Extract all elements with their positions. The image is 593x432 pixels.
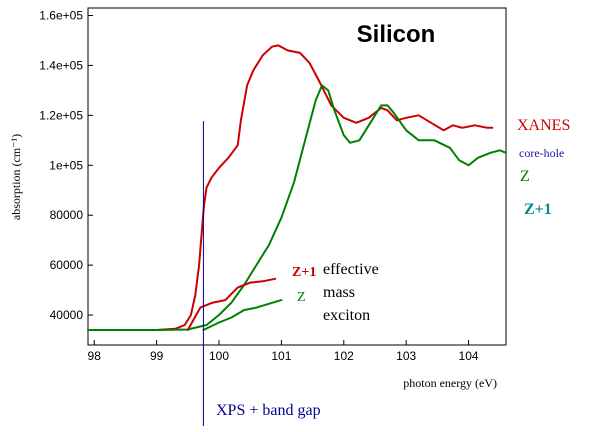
- x-tick-label: 101: [271, 349, 291, 363]
- y-tick-label: 1.2e+05: [39, 108, 83, 122]
- x-axis-ticks: 98 99 100 101 102 103 104: [88, 340, 479, 363]
- series-line-z: [203, 300, 281, 330]
- series-line-z-1: [188, 279, 275, 330]
- x-tick-label: 100: [209, 349, 229, 363]
- y-axis-label: absorption (cm⁻¹): [9, 134, 23, 220]
- chart-title: Silicon: [357, 21, 436, 48]
- y-tick-label: 1.4e+05: [39, 58, 83, 72]
- effective-mass-exciton-line2: mass: [323, 284, 355, 301]
- y-tick-label: 40000: [50, 308, 84, 322]
- x-tick-label: 102: [334, 349, 354, 363]
- legend-core-hole: core-hole: [519, 146, 564, 160]
- y-axis-ticks: 40000 60000 80000 1e+05 1.2e+05 1.4e+05 1.6e+0…: [39, 8, 93, 322]
- legend-z-plus-1: Z+1: [524, 201, 552, 218]
- y-tick-label: 1.6e+05: [39, 8, 83, 22]
- legend-z: Z: [520, 168, 530, 185]
- series-line-xanes: [88, 45, 492, 330]
- series-lines: [88, 45, 506, 330]
- x-tick-label: 98: [88, 349, 102, 363]
- y-tick-label: 60000: [50, 258, 84, 272]
- legend-xanes: XANES: [517, 117, 570, 134]
- x-tick-label: 103: [396, 349, 416, 363]
- xps-band-gap-label: XPS + band gap: [216, 402, 321, 419]
- effective-mass-exciton-line3: exciton: [323, 307, 370, 324]
- y-tick-label: 1e+05: [49, 158, 83, 172]
- z-plus-1-annotation: Z+1: [292, 265, 316, 280]
- effective-mass-exciton-line1: effective: [323, 261, 379, 278]
- y-tick-label: 80000: [50, 208, 84, 222]
- x-tick-label: 99: [150, 349, 164, 363]
- x-axis-label: photon energy (eV): [403, 376, 497, 390]
- x-tick-label: 104: [459, 349, 479, 363]
- z-annotation: Z: [297, 290, 306, 305]
